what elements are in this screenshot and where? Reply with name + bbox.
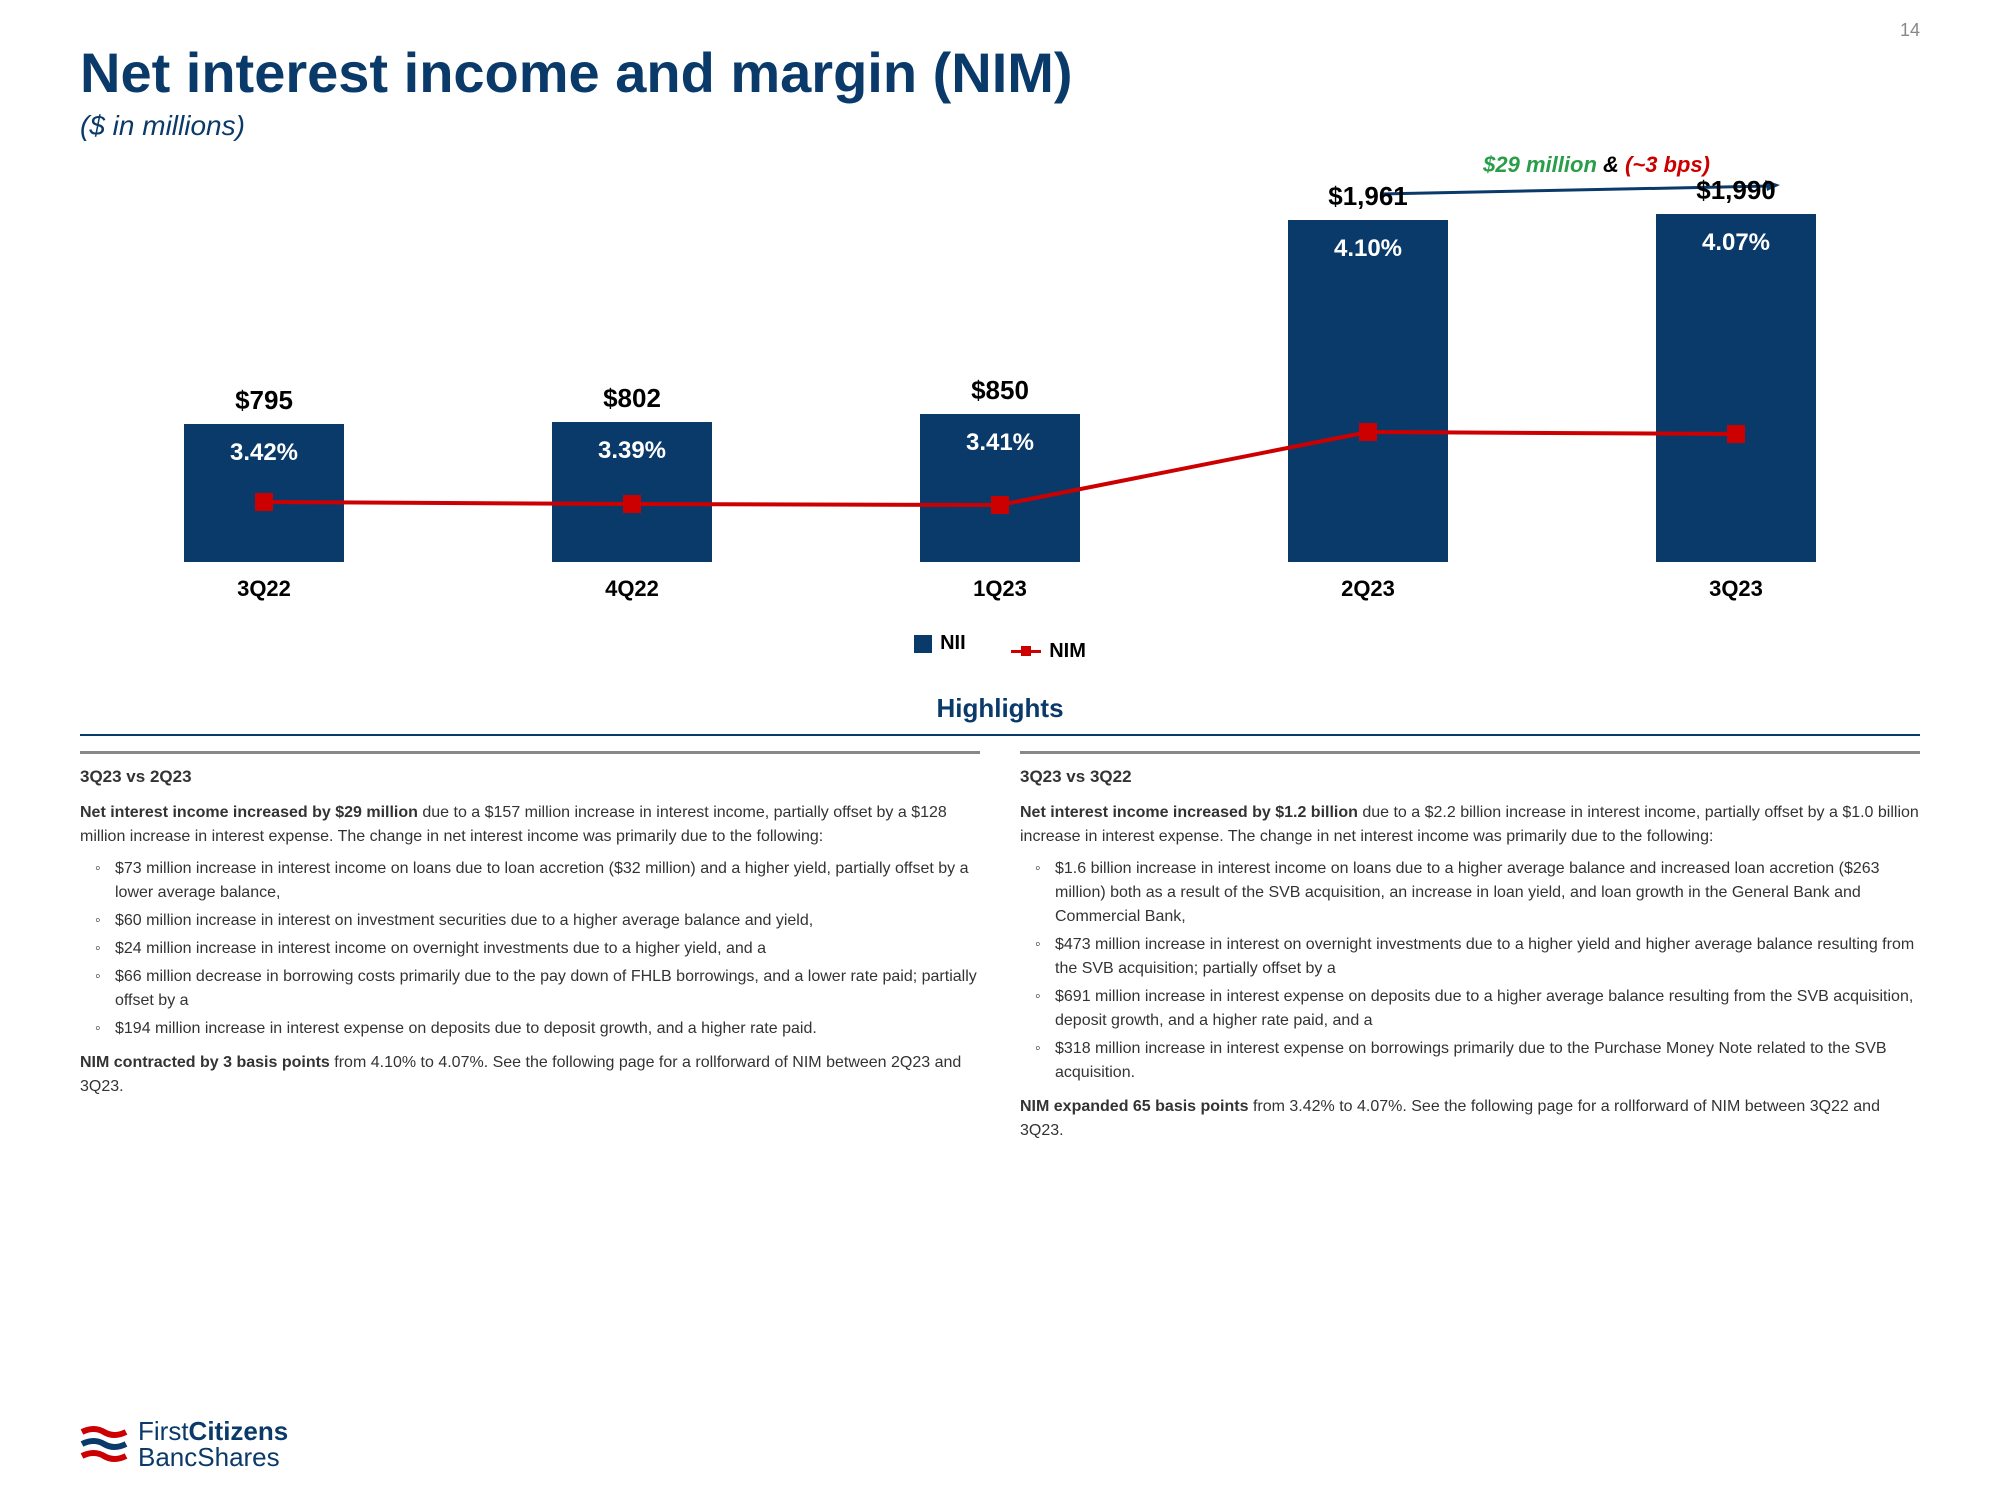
- highlights-right-col: 3Q23 vs 3Q22 Net interest income increas…: [1020, 751, 1920, 1152]
- bar-pct: 3.42%: [230, 439, 298, 467]
- bullet-item: $66 million decrease in borrowing costs …: [115, 965, 980, 1013]
- bar-label: 3Q23: [1709, 576, 1763, 602]
- left-intro-bold: Net interest income increased by $29 mil…: [80, 804, 418, 821]
- bar-rect: 3.42%: [184, 424, 344, 562]
- left-col-header: 3Q23 vs 2Q23: [80, 764, 980, 790]
- page-title: Net interest income and margin (NIM): [80, 40, 1920, 105]
- bar-group: $1,9614.10%2Q23: [1202, 181, 1533, 562]
- bullet-item: $73 million increase in interest income …: [115, 857, 980, 905]
- right-intro-bold: Net interest income increased by $1.2 bi…: [1020, 804, 1358, 821]
- legend-nim: NIM: [1011, 640, 1086, 663]
- bar-value: $795: [235, 385, 293, 416]
- logo-icon: [80, 1424, 128, 1464]
- bar-rect: 3.41%: [920, 414, 1080, 562]
- bullet-item: $1.6 billion increase in interest income…: [1055, 857, 1920, 929]
- right-outro-bold: NIM expanded 65 basis points: [1020, 1098, 1249, 1115]
- bar-group: $8023.39%4Q22: [466, 383, 797, 562]
- bar-rect: 3.39%: [552, 422, 712, 562]
- bar-pct: 4.07%: [1702, 229, 1770, 257]
- highlights-header: Highlights: [80, 693, 1920, 724]
- bar-pct: 4.10%: [1334, 235, 1402, 263]
- page-number: 14: [1900, 20, 1920, 41]
- right-col-header: 3Q23 vs 3Q22: [1020, 764, 1920, 790]
- bar-value: $850: [971, 375, 1029, 406]
- bar-value: $802: [603, 383, 661, 414]
- legend-nii-swatch: [914, 635, 932, 653]
- right-outro: NIM expanded 65 basis points from 3.42% …: [1020, 1095, 1920, 1143]
- bullet-item: $473 million increase in interest on ove…: [1055, 933, 1920, 981]
- bar-group: $1,9904.07%3Q23: [1570, 175, 1901, 562]
- bar-label: 4Q22: [605, 576, 659, 602]
- left-outro: NIM contracted by 3 basis points from 4.…: [80, 1051, 980, 1099]
- bar-pct: 3.41%: [966, 429, 1034, 457]
- footer-logo: FirstCitizens BancShares: [80, 1418, 288, 1470]
- left-intro: Net interest income increased by $29 mil…: [80, 801, 980, 849]
- nim-chart: $29 million & (~3 bps) $795 3.42% 3Q22 $802…: [80, 152, 1920, 612]
- bar-rect: 4.10%: [1288, 220, 1448, 562]
- highlights-divider: [80, 734, 1920, 736]
- bar-group: $7953.42%3Q22: [98, 385, 429, 562]
- legend-nii-label: NII: [940, 632, 966, 655]
- bar-pct: 3.39%: [598, 437, 666, 465]
- left-bullets: $73 million increase in interest income …: [80, 857, 980, 1041]
- annotation-green: $29 million: [1483, 152, 1597, 177]
- chart-legend: NII NIM: [80, 632, 1920, 663]
- right-intro: Net interest income increased by $1.2 bi…: [1020, 801, 1920, 849]
- bar-group: $8503.41%1Q23: [834, 375, 1165, 562]
- right-bullets: $1.6 billion increase in interest income…: [1020, 857, 1920, 1085]
- highlights-columns: 3Q23 vs 2Q23 Net interest income increas…: [80, 751, 1920, 1152]
- bars-container: $7953.42%3Q22$8023.39%4Q22$8503.41%1Q23$…: [80, 182, 1920, 562]
- bullet-item: $691 million increase in interest expens…: [1055, 985, 1920, 1033]
- bullet-item: $60 million increase in interest on inve…: [115, 909, 980, 933]
- legend-nii: NII: [914, 632, 966, 655]
- bullet-item: $318 million increase in interest expens…: [1055, 1037, 1920, 1085]
- bar-value: $1,961: [1328, 181, 1408, 212]
- highlights-left-col: 3Q23 vs 2Q23 Net interest income increas…: [80, 751, 980, 1152]
- legend-nim-label: NIM: [1049, 640, 1086, 663]
- bullet-item: $194 million increase in interest expens…: [115, 1017, 980, 1041]
- logo-text: FirstCitizens BancShares: [138, 1418, 288, 1470]
- page-subtitle: ($ in millions): [80, 110, 1920, 142]
- bar-value: $1,990: [1696, 175, 1776, 206]
- bullet-item: $24 million increase in interest income …: [115, 937, 980, 961]
- legend-nim-swatch: [1011, 650, 1041, 653]
- bar-label: 2Q23: [1341, 576, 1395, 602]
- annotation-amp: &: [1603, 152, 1619, 177]
- left-outro-bold: NIM contracted by 3 basis points: [80, 1054, 330, 1071]
- bar-rect: 4.07%: [1656, 214, 1816, 562]
- logo-line2: BancShares: [138, 1444, 288, 1470]
- annotation-red: (~3 bps): [1625, 152, 1710, 177]
- bar-label: 1Q23: [973, 576, 1027, 602]
- bar-label: 3Q22: [237, 576, 291, 602]
